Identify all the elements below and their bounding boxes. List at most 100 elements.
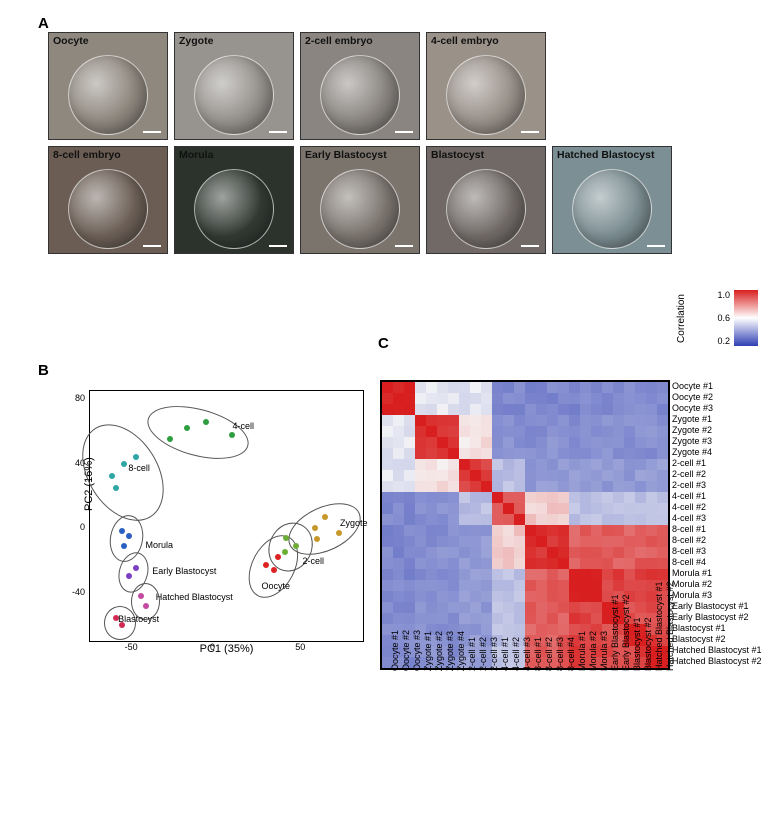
heatmap-cell [492,382,503,393]
cell-circle-icon [68,55,148,135]
heatmap-cell [624,558,635,569]
heatmap-cell [635,503,646,514]
pca-chart: PC2 (16%) PC1 (35%) -50050-4004080Oocyte… [89,390,364,642]
heatmap-cell [426,613,437,624]
cell-circle-icon [446,169,526,249]
heatmap-cell [503,558,514,569]
heatmap-cell [602,503,613,514]
heatmap-cell [536,547,547,558]
heatmap-cell [415,382,426,393]
heatmap-cell [580,382,591,393]
heatmap-cell [591,426,602,437]
heatmap-cell [514,503,525,514]
heatmap-cell [404,569,415,580]
heatmap-cell [602,459,613,470]
heatmap-cell [536,580,547,591]
heatmap-cell [547,492,558,503]
heatmap-cell [481,602,492,613]
heatmap-cell [514,415,525,426]
heatmap-cell [646,470,657,481]
heatmap-cell [635,558,646,569]
heatmap-cell [646,492,657,503]
heatmap-cell [492,448,503,459]
heatmap-cell [558,514,569,525]
scale-bar-icon [521,131,539,133]
heatmap-cell [415,437,426,448]
heatmap-cell [591,448,602,459]
heatmap-cell [437,503,448,514]
heatmap-cell [547,415,558,426]
heatmap-cell [503,580,514,591]
heatmap-cell [547,613,558,624]
legend-ticks: 1.0 0.6 0.2 [717,290,730,346]
heatmap-cell [547,569,558,580]
heatmap-cell [503,481,514,492]
heatmap-cell [624,459,635,470]
legend-tick-1: 0.6 [717,313,730,323]
cell-circle-icon [446,55,526,135]
heatmap-cell [448,503,459,514]
heatmap-cell [657,547,668,558]
heatmap-cell [459,404,470,415]
heatmap-cell [657,437,668,448]
embryo-caption-1: Zygote [175,33,293,51]
heatmap-cell [426,448,437,459]
heatmap-cell [635,470,646,481]
heatmap-cell [437,404,448,415]
embryo-2: 2-cell embryo [300,32,420,140]
heatmap-cell [437,547,448,558]
heatmap-cell [459,514,470,525]
heatmap-cell [613,481,624,492]
heatmap-cell [624,536,635,547]
heatmap-cell [525,558,536,569]
cell-circle-icon [194,55,274,135]
heatmap-cell [558,492,569,503]
heatmap-cell [525,393,536,404]
heatmap-cell [503,525,514,536]
heatmap-cell [459,613,470,624]
heatmap-cell [503,514,514,525]
heatmap-cell [635,525,646,536]
heatmap-cell [415,415,426,426]
cell-circle-icon [68,169,148,249]
heatmap-cell [635,514,646,525]
heatmap-cell [536,492,547,503]
heatmap-cell [492,514,503,525]
heatmap-cell [404,591,415,602]
heatmap-cell [569,580,580,591]
heatmap-cell [503,404,514,415]
embryo-caption-9: Hatched Blastocyst [553,147,671,165]
heatmap-cell [393,437,404,448]
heatmap-cell [415,536,426,547]
heatmap-cell [591,602,602,613]
panel-c: Oocyte #1Oocyte #2Oocyte #3Zygote #1Zygo… [380,380,670,670]
heatmap-cell [514,481,525,492]
heatmap-cell [635,459,646,470]
heatmap-cell [459,580,470,591]
heatmap-cell [393,569,404,580]
panel-a: OocyteZygote2-cell embryo4-cell embryo8-… [48,32,672,254]
heatmap-cell [657,525,668,536]
heatmap-cell [657,404,668,415]
heatmap-cell [580,404,591,415]
embryo-0: Oocyte [48,32,168,140]
heatmap-cell [426,415,437,426]
heatmap-cell [415,580,426,591]
heatmap-cell [580,613,591,624]
heatmap-cell [580,536,591,547]
heatmap-cell [613,569,624,580]
heatmap-cell [525,448,536,459]
heatmap-cell [481,470,492,481]
heatmap-cell [580,580,591,591]
heatmap-cell [459,426,470,437]
heatmap-cell [635,602,646,613]
heatmap-cell [492,415,503,426]
heatmap-cell [646,393,657,404]
legend-title: Correlation [676,294,687,343]
heatmap-cell [382,426,393,437]
heatmap-cell [382,404,393,415]
heatmap-cell [426,437,437,448]
heatmap-cell [591,492,602,503]
heatmap-cell [437,481,448,492]
heatmap-cell [547,393,558,404]
